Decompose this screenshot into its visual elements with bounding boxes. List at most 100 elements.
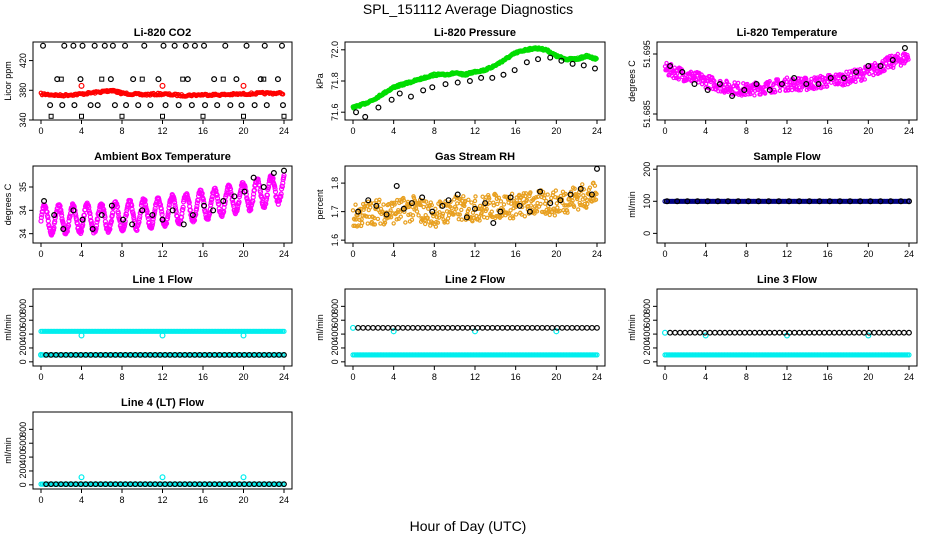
data-point	[362, 113, 369, 120]
data-point	[155, 76, 162, 83]
data-point	[751, 329, 758, 336]
data-point	[388, 208, 393, 213]
data-point	[753, 80, 760, 87]
data-point	[472, 203, 477, 209]
data-point	[383, 211, 390, 218]
data-point	[775, 198, 782, 205]
data-point	[59, 216, 65, 222]
data-point	[791, 329, 798, 336]
data-point	[858, 67, 863, 72]
data-point	[716, 80, 723, 87]
y-tick-label: 35	[18, 182, 28, 192]
data-point	[534, 324, 541, 331]
data-point	[836, 198, 843, 205]
y-axis-label: ml/min	[627, 191, 637, 218]
data-point	[815, 80, 822, 87]
data-point	[180, 207, 186, 213]
y-axis-label: degrees C	[3, 183, 13, 225]
panel-2: Li-820 Pressure 0 4 8 12 16 20 24 71.6 71.8 72.0 kP…	[315, 27, 606, 136]
data-point	[222, 42, 229, 49]
data-point	[201, 202, 208, 209]
data-point	[98, 212, 105, 219]
data-point	[564, 324, 571, 331]
data-point	[524, 324, 531, 331]
data-point	[736, 329, 743, 336]
data-point	[50, 227, 57, 233]
data-point	[224, 187, 230, 193]
data-point	[882, 68, 887, 73]
panel-title: Gas Stream RH	[435, 151, 515, 163]
x-tick-label: 4	[79, 126, 84, 136]
data-point	[392, 202, 397, 207]
data-point	[227, 102, 234, 109]
data-point	[906, 57, 911, 62]
data-point	[424, 199, 429, 204]
data-point	[579, 324, 585, 331]
data-point	[674, 198, 681, 205]
data-point	[687, 329, 693, 336]
data-point	[466, 197, 471, 202]
data-point	[854, 74, 860, 80]
data-point	[482, 200, 489, 207]
data-point	[361, 207, 366, 212]
data-point	[391, 221, 396, 226]
data-point	[395, 324, 401, 331]
data-point	[453, 206, 459, 211]
data-point	[891, 62, 896, 68]
data-point	[464, 324, 471, 331]
data-point	[278, 186, 285, 192]
data-point	[901, 329, 907, 336]
data-point	[142, 201, 149, 208]
data-point	[841, 329, 848, 336]
data-point	[409, 324, 416, 331]
data-point	[519, 212, 524, 217]
data-point	[141, 42, 148, 49]
panel-4: Ambient Box Temperature 0 4 8 12 16 20 24 34 34 35…	[3, 151, 293, 259]
data-point	[533, 195, 539, 200]
data-point	[147, 102, 154, 109]
data-point	[385, 324, 391, 331]
data-point	[58, 76, 64, 82]
data-point	[523, 191, 529, 196]
data-point	[816, 198, 823, 205]
data-point	[375, 324, 381, 331]
data-point	[158, 206, 164, 212]
data-point	[545, 192, 550, 197]
data-point	[571, 204, 577, 210]
data-point	[210, 207, 217, 214]
data-point	[278, 191, 284, 197]
y-tick-label: 0	[330, 359, 340, 364]
y-axis-label: percent	[315, 189, 325, 220]
data-point	[272, 186, 278, 192]
data-point	[494, 324, 501, 331]
data-point	[819, 84, 824, 89]
data-point	[534, 209, 540, 214]
panel-title: Li-820 Pressure	[434, 27, 516, 39]
data-point	[78, 82, 85, 89]
data-point	[52, 215, 58, 221]
data-point	[381, 202, 386, 207]
data-point	[240, 82, 247, 89]
data-point	[429, 202, 434, 208]
data-point	[694, 198, 701, 205]
data-point	[572, 186, 577, 191]
plot-area	[350, 324, 600, 358]
data-point	[857, 198, 864, 205]
data-point	[426, 219, 431, 224]
data-point	[434, 324, 441, 331]
y-tick-label: 200	[642, 162, 652, 177]
panel-5: Gas Stream RH 0 4 8 12 16 20 24 1.6 1.7 1.8 percent	[315, 151, 606, 259]
x-tick-label: 20	[238, 126, 248, 136]
x-tick-label: 8	[432, 126, 437, 136]
data-point	[516, 202, 523, 209]
plot-area	[350, 166, 600, 229]
data-point	[901, 44, 908, 51]
data-point	[89, 226, 96, 233]
y-tick-label: 420	[18, 53, 28, 68]
data-point	[180, 221, 187, 228]
data-point	[429, 324, 436, 331]
data-point	[891, 329, 897, 336]
data-point	[59, 102, 66, 109]
data-point	[569, 324, 576, 331]
data-point	[524, 197, 530, 203]
